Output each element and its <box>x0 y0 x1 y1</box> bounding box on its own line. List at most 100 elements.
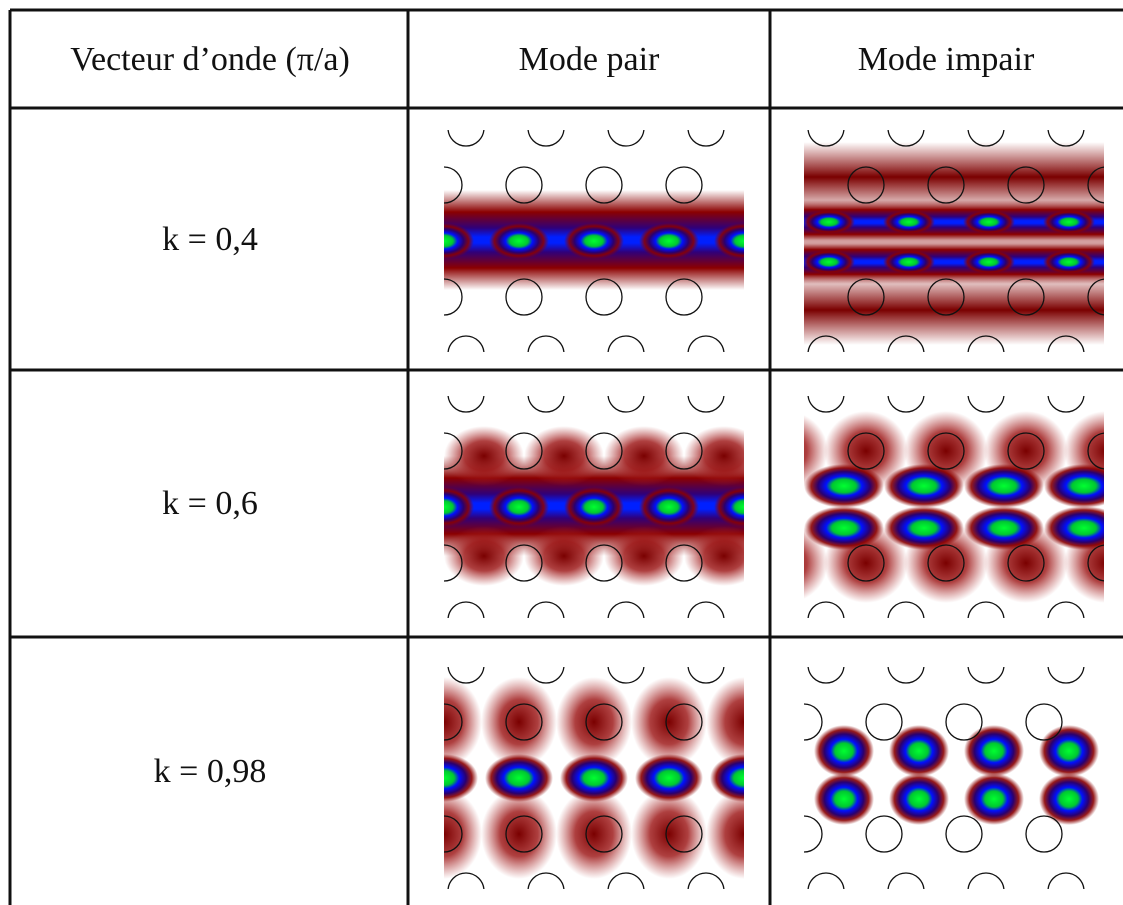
hole <box>505 703 543 741</box>
hole <box>444 278 463 316</box>
field-map <box>444 667 744 889</box>
field-lobe <box>706 789 744 879</box>
hole <box>746 545 782 581</box>
hole <box>687 335 725 352</box>
hole <box>1047 335 1085 352</box>
field-lobe <box>556 789 632 879</box>
field-lobe <box>564 223 624 259</box>
field-lobe <box>444 223 474 259</box>
field-lobe <box>684 526 744 586</box>
hole <box>665 815 703 853</box>
hole <box>746 167 782 203</box>
field-lobe <box>1039 773 1099 825</box>
hole <box>505 432 543 470</box>
field-lobe <box>444 487 474 527</box>
field-lobe <box>481 677 557 767</box>
hole <box>807 396 845 413</box>
hole <box>665 703 703 741</box>
hole <box>585 544 623 582</box>
hole <box>847 432 885 470</box>
field-lobe <box>710 754 744 802</box>
field-lobe <box>564 487 624 527</box>
field-lobe <box>1043 250 1095 274</box>
hole <box>447 601 485 618</box>
field-lobe <box>444 677 482 767</box>
hole <box>665 166 703 204</box>
hole <box>927 166 965 204</box>
hole <box>607 335 645 352</box>
header-cell: Vecteur d’onde (π/a) <box>70 41 350 78</box>
hole <box>1087 432 1104 470</box>
hole <box>804 815 823 853</box>
hole <box>585 166 623 204</box>
hole <box>847 278 885 316</box>
field-lobe <box>804 210 855 234</box>
hole <box>665 544 703 582</box>
hole <box>527 335 565 352</box>
hole <box>444 815 463 853</box>
hole <box>887 130 925 147</box>
hole <box>687 130 725 147</box>
hole <box>607 396 645 413</box>
field-lobe <box>884 506 964 550</box>
hole <box>665 278 703 316</box>
field-lobe <box>883 210 935 234</box>
hole <box>447 667 485 684</box>
hole <box>687 396 725 413</box>
hole <box>444 544 463 582</box>
row-label: k = 0,98 <box>154 753 267 790</box>
field-lobe <box>485 754 553 802</box>
hole <box>1087 544 1104 582</box>
field-map <box>804 667 1099 889</box>
field-lobe <box>814 773 874 825</box>
field-lobe <box>964 773 1024 825</box>
hole <box>927 432 965 470</box>
hole <box>746 279 782 315</box>
hole <box>505 166 543 204</box>
hole <box>447 130 485 147</box>
hole <box>1047 130 1085 147</box>
hole <box>1047 872 1085 889</box>
hole <box>607 872 645 889</box>
field-lobe <box>635 754 703 802</box>
hole <box>607 667 645 684</box>
row-label: k = 0,6 <box>162 485 258 522</box>
hole <box>607 601 645 618</box>
hole <box>1007 278 1045 316</box>
field-lobe <box>444 789 482 879</box>
field-lobe <box>714 487 744 527</box>
field-band <box>804 275 1104 345</box>
hole <box>585 278 623 316</box>
field-lobe <box>1044 506 1104 550</box>
field-lobe <box>444 526 524 586</box>
header-cell: Mode pair <box>519 41 660 78</box>
hole <box>804 703 823 741</box>
field-lobe <box>444 426 524 486</box>
field-lobe <box>884 464 964 508</box>
hole <box>807 667 845 684</box>
hole <box>887 667 925 684</box>
field-lobe <box>684 426 744 486</box>
field-lobe <box>489 223 549 259</box>
field-lobe <box>560 754 628 802</box>
field-lobe <box>481 789 557 879</box>
hole <box>746 433 782 469</box>
field-lobe <box>804 250 855 274</box>
hole <box>527 396 565 413</box>
hole <box>945 815 983 853</box>
hole <box>687 872 725 889</box>
field-lobe <box>444 754 478 802</box>
hole <box>887 335 925 352</box>
field-map <box>444 130 782 352</box>
hole <box>865 815 903 853</box>
hole <box>967 601 1005 618</box>
field-map <box>804 396 1104 618</box>
field-lobe <box>631 677 707 767</box>
hole <box>927 278 965 316</box>
hole <box>444 703 463 741</box>
field-lobe <box>639 223 699 259</box>
hole <box>807 335 845 352</box>
field-lobe <box>964 506 1044 550</box>
